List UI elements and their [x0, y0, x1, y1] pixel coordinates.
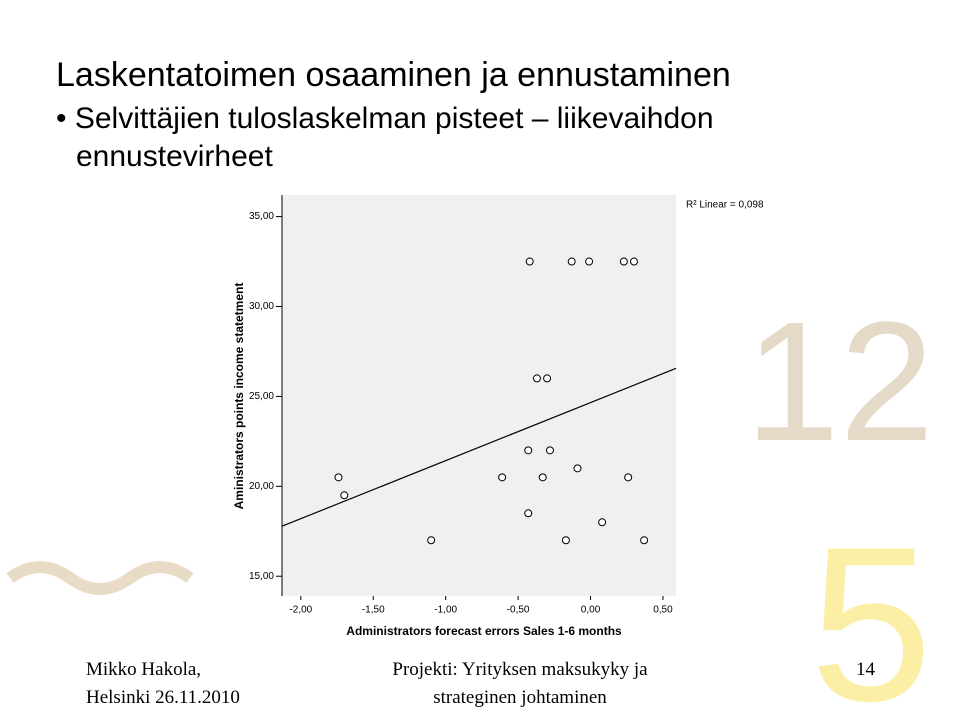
point — [619, 257, 628, 266]
point — [567, 257, 576, 266]
point — [427, 536, 436, 545]
x-tick-label: -1,50 — [362, 605, 385, 616]
point — [640, 536, 649, 545]
y-tick-label: 35,00 — [249, 211, 274, 222]
point — [334, 473, 343, 482]
y-axis-label: Aministrators points income statetment — [232, 283, 246, 510]
x-axis-label: Administrators forecast errors Sales 1-6… — [346, 624, 622, 638]
point — [498, 473, 507, 482]
x-tick-label: -2,00 — [289, 605, 312, 616]
bullet: Selvittäjien tuloslaskelman pisteet – li… — [56, 100, 876, 176]
x-tick-label: 0,00 — [581, 605, 601, 616]
decoration: 5 — [810, 501, 932, 716]
annotation: R² Linear = 0,098 — [686, 200, 764, 211]
y-tick-label: 20,00 — [249, 481, 274, 492]
footer-line: Projekti: Yrityksen maksukyky ja — [392, 659, 648, 680]
page-number: 14 — [856, 659, 875, 680]
point — [573, 464, 582, 473]
decoration: 12 — [745, 287, 934, 477]
footer-left: Mikko Hakola, Helsinki 26.11.2010 — [86, 656, 240, 712]
point — [624, 473, 633, 482]
point — [524, 446, 533, 455]
x-tick-label: -1,00 — [434, 605, 457, 616]
point — [525, 257, 534, 266]
point — [629, 257, 638, 266]
point — [543, 374, 552, 383]
x-tick-label: -0,50 — [507, 605, 530, 616]
point — [545, 446, 554, 455]
y-tick-label: 25,00 — [249, 391, 274, 402]
point — [532, 374, 541, 383]
footer-line: Mikko Hakola, — [86, 659, 202, 680]
point — [340, 491, 349, 500]
point — [561, 536, 570, 545]
footer-center: Projekti: Yrityksen maksukyky ja strateg… — [330, 656, 710, 712]
footer-line: strateginen johtaminen — [433, 687, 607, 708]
x-tick-label: 0,50 — [653, 605, 673, 616]
footer-line: Helsinki 26.11.2010 — [86, 687, 240, 708]
y-tick-label: 15,00 — [249, 571, 274, 582]
slide-title: Laskentatoimen osaaminen ja ennustaminen — [56, 56, 731, 94]
y-tick-label: 30,00 — [249, 301, 274, 312]
plot-area — [282, 195, 676, 596]
point — [585, 257, 594, 266]
point — [598, 518, 607, 527]
point — [524, 509, 533, 518]
decoration — [6, 561, 194, 595]
point — [538, 473, 547, 482]
fit-line — [281, 367, 677, 527]
